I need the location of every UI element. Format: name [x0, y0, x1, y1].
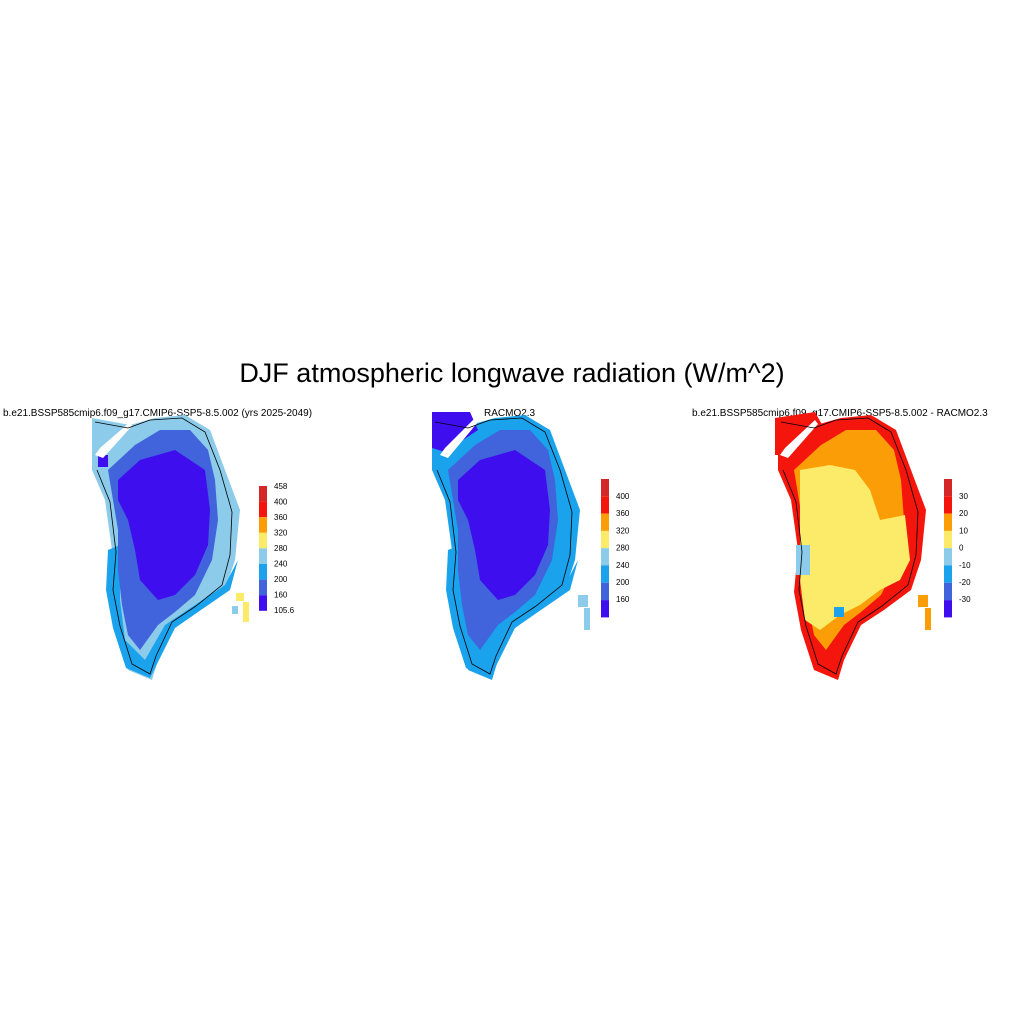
panel-3-colorbar: 30 20 10 0 -10 -20 -30 [944, 479, 971, 618]
cb3-label-5: -20 [959, 578, 971, 587]
cb1-label-0: 458 [274, 482, 288, 491]
cell-minus10 [796, 545, 810, 575]
cb2-label-4: 240 [616, 561, 630, 570]
cb1-label-8: 105.6 [274, 606, 295, 615]
cb1-label-3: 320 [274, 529, 288, 538]
cb2-label-5: 200 [616, 578, 630, 587]
coastline [434, 417, 573, 675]
cb2-swatch-6 [601, 582, 609, 601]
cb1-swatch-2 [259, 517, 267, 533]
cb2-label-6: 160 [616, 595, 630, 604]
zone-105 [118, 450, 210, 600]
cb1-swatch-5 [259, 564, 267, 580]
cb2-swatch-3 [601, 530, 609, 549]
cb3-label-4: -10 [959, 561, 971, 570]
coastline [94, 417, 233, 675]
cell-280 [578, 595, 588, 607]
panel-2-title: RACMO2.3 [484, 408, 536, 419]
cell-280 [232, 606, 238, 614]
cb3-swatch-7 [944, 600, 952, 618]
cb3-swatch-6 [944, 582, 952, 601]
cb1-label-6: 200 [274, 575, 288, 584]
cb1-swatch-4 [259, 548, 267, 564]
cb3-swatch-5 [944, 565, 952, 583]
cell-minus20 [834, 607, 844, 617]
cb3-swatch-4 [944, 548, 952, 566]
coastline [780, 417, 919, 675]
cb1-swatch-7 [259, 595, 267, 611]
cb1-swatch-6 [259, 579, 267, 596]
panel-1-title: b.e21.BSSP585cmip6.f09_g17.CMIP6-SSP5-8.… [3, 408, 313, 419]
cb3-swatch-3 [944, 530, 952, 549]
cb2-swatch-1 [601, 496, 609, 514]
greenland-map-racmo [432, 412, 590, 680]
cb1-swatch-1 [259, 501, 267, 518]
cb3-swatch-0 [944, 479, 952, 497]
cb1-swatch-0 [259, 486, 267, 502]
panel-2-colorbar: 400 360 320 280 240 200 160 [601, 479, 630, 618]
cb3-label-6: -30 [959, 595, 971, 604]
cell-10 [918, 595, 928, 607]
cb1-label-1: 400 [274, 498, 288, 507]
cb3-label-3: 0 [959, 544, 964, 553]
cb2-swatch-0 [601, 479, 609, 497]
cb2-label-2: 320 [616, 526, 630, 535]
cb1-label-4: 280 [274, 544, 288, 553]
greenland-map-model [92, 415, 249, 680]
cb1-swatch-3 [259, 532, 267, 549]
cell-105 [98, 455, 108, 467]
cell-10 [925, 608, 931, 630]
cb3-swatch-2 [944, 513, 952, 531]
grid-gap [780, 420, 818, 458]
cb3-label-2: 10 [959, 526, 968, 535]
figure-title: DJF atmospheric longwave radiation (W/m^… [239, 358, 785, 388]
cell-320 [236, 593, 244, 601]
cb1-label-5: 240 [274, 560, 288, 569]
panel-3-title: b.e21.BSSP585cmip6.f09_g17.CMIP6-SSP5-8.… [692, 408, 988, 419]
cell-280 [584, 608, 590, 630]
cb2-label-3: 280 [616, 544, 630, 553]
cb2-swatch-5 [601, 565, 609, 583]
grid-gap [95, 422, 132, 458]
panel-1-colorbar: 458 400 360 320 280 240 200 160 105.6 [259, 482, 295, 615]
cell-320 [243, 602, 249, 622]
cb3-swatch-1 [944, 496, 952, 514]
cb2-label-1: 360 [616, 509, 630, 518]
cb2-swatch-4 [601, 548, 609, 566]
cb3-label-1: 20 [959, 509, 968, 518]
cb2-swatch-7 [601, 600, 609, 618]
zone-0 [800, 465, 910, 630]
cb1-label-7: 160 [274, 591, 288, 600]
greenland-map-difference [775, 412, 931, 680]
cb1-label-2: 360 [274, 513, 288, 522]
zone-160 [432, 412, 478, 452]
cb3-label-0: 30 [959, 492, 968, 501]
cb2-swatch-2 [601, 513, 609, 531]
cb2-label-0: 400 [616, 492, 630, 501]
zone-160 [458, 450, 550, 600]
